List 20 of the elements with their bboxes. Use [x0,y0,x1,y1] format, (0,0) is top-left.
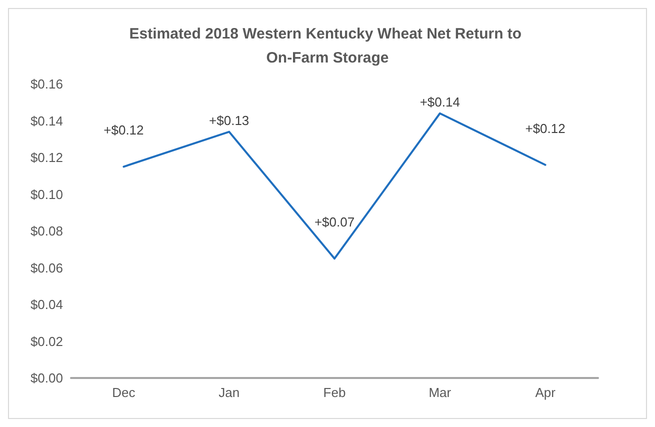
y-tick-label: $0.04 [30,297,63,312]
y-tick-label: $0.06 [30,260,63,276]
x-tick-label: Feb [323,385,346,400]
y-tick-label: $0.08 [30,224,63,238]
y-tick-label: $0.12 [30,150,63,165]
y-tick-label: $0.16 [30,76,63,92]
data-label: +$0.14 [420,94,460,110]
y-tick-label: $0.10 [30,186,63,202]
data-label: +$0.12 [104,122,144,138]
y-tick-label: $0.02 [30,334,63,349]
x-tick-label: Dec [112,385,136,400]
x-tick-label: Apr [535,385,556,400]
data-label: +$0.07 [314,214,355,230]
x-tick-label: Mar [428,385,452,400]
y-tick-label: $0.14 [30,113,63,128]
y-tick-label: $0.00 [30,370,63,386]
data-label: +$0.13 [209,112,250,128]
chart-title: Estimated 2018 Western Kentucky Wheat Net Return to On-Farm Storage [129,26,526,66]
data-label: +$0.12 [525,120,566,136]
x-tick-label: Jan [218,385,240,400]
